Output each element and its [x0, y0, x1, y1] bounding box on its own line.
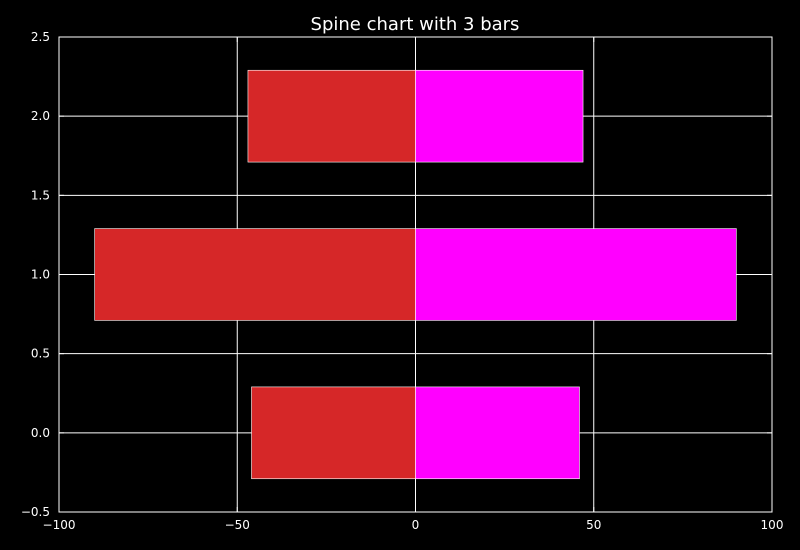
- y-tick-label: 0.5: [31, 347, 50, 361]
- right-bar-2: [415, 69, 584, 163]
- right-bar-0: [415, 386, 580, 480]
- x-tick-label: 50: [586, 518, 601, 532]
- y-tick-label: 1.5: [31, 188, 50, 202]
- y-tick-label: 2.5: [31, 30, 50, 44]
- x-tick-label: 100: [761, 518, 784, 532]
- y-tick-label: 2.0: [31, 109, 50, 123]
- left-bar-0: [251, 386, 416, 480]
- x-tick-label: 0: [412, 518, 420, 532]
- x-tick-label: −100: [43, 518, 76, 532]
- y-axis-ticks: −0.5 0.0 0.5 1.0 1.5 2.0 2.5: [21, 30, 772, 519]
- right-bar-1: [415, 228, 737, 321]
- chart-title: Spine chart with 3 bars: [311, 14, 520, 35]
- bars: [94, 69, 737, 480]
- x-axis-ticks: −100 −50 0 50 100: [43, 37, 784, 532]
- y-tick-label: −0.5: [21, 505, 50, 519]
- y-tick-label: 0.0: [31, 426, 50, 440]
- y-tick-label: 1.0: [31, 268, 50, 282]
- left-bar-1: [94, 228, 416, 321]
- x-tick-label: −50: [225, 518, 250, 532]
- left-bar-2: [247, 69, 416, 163]
